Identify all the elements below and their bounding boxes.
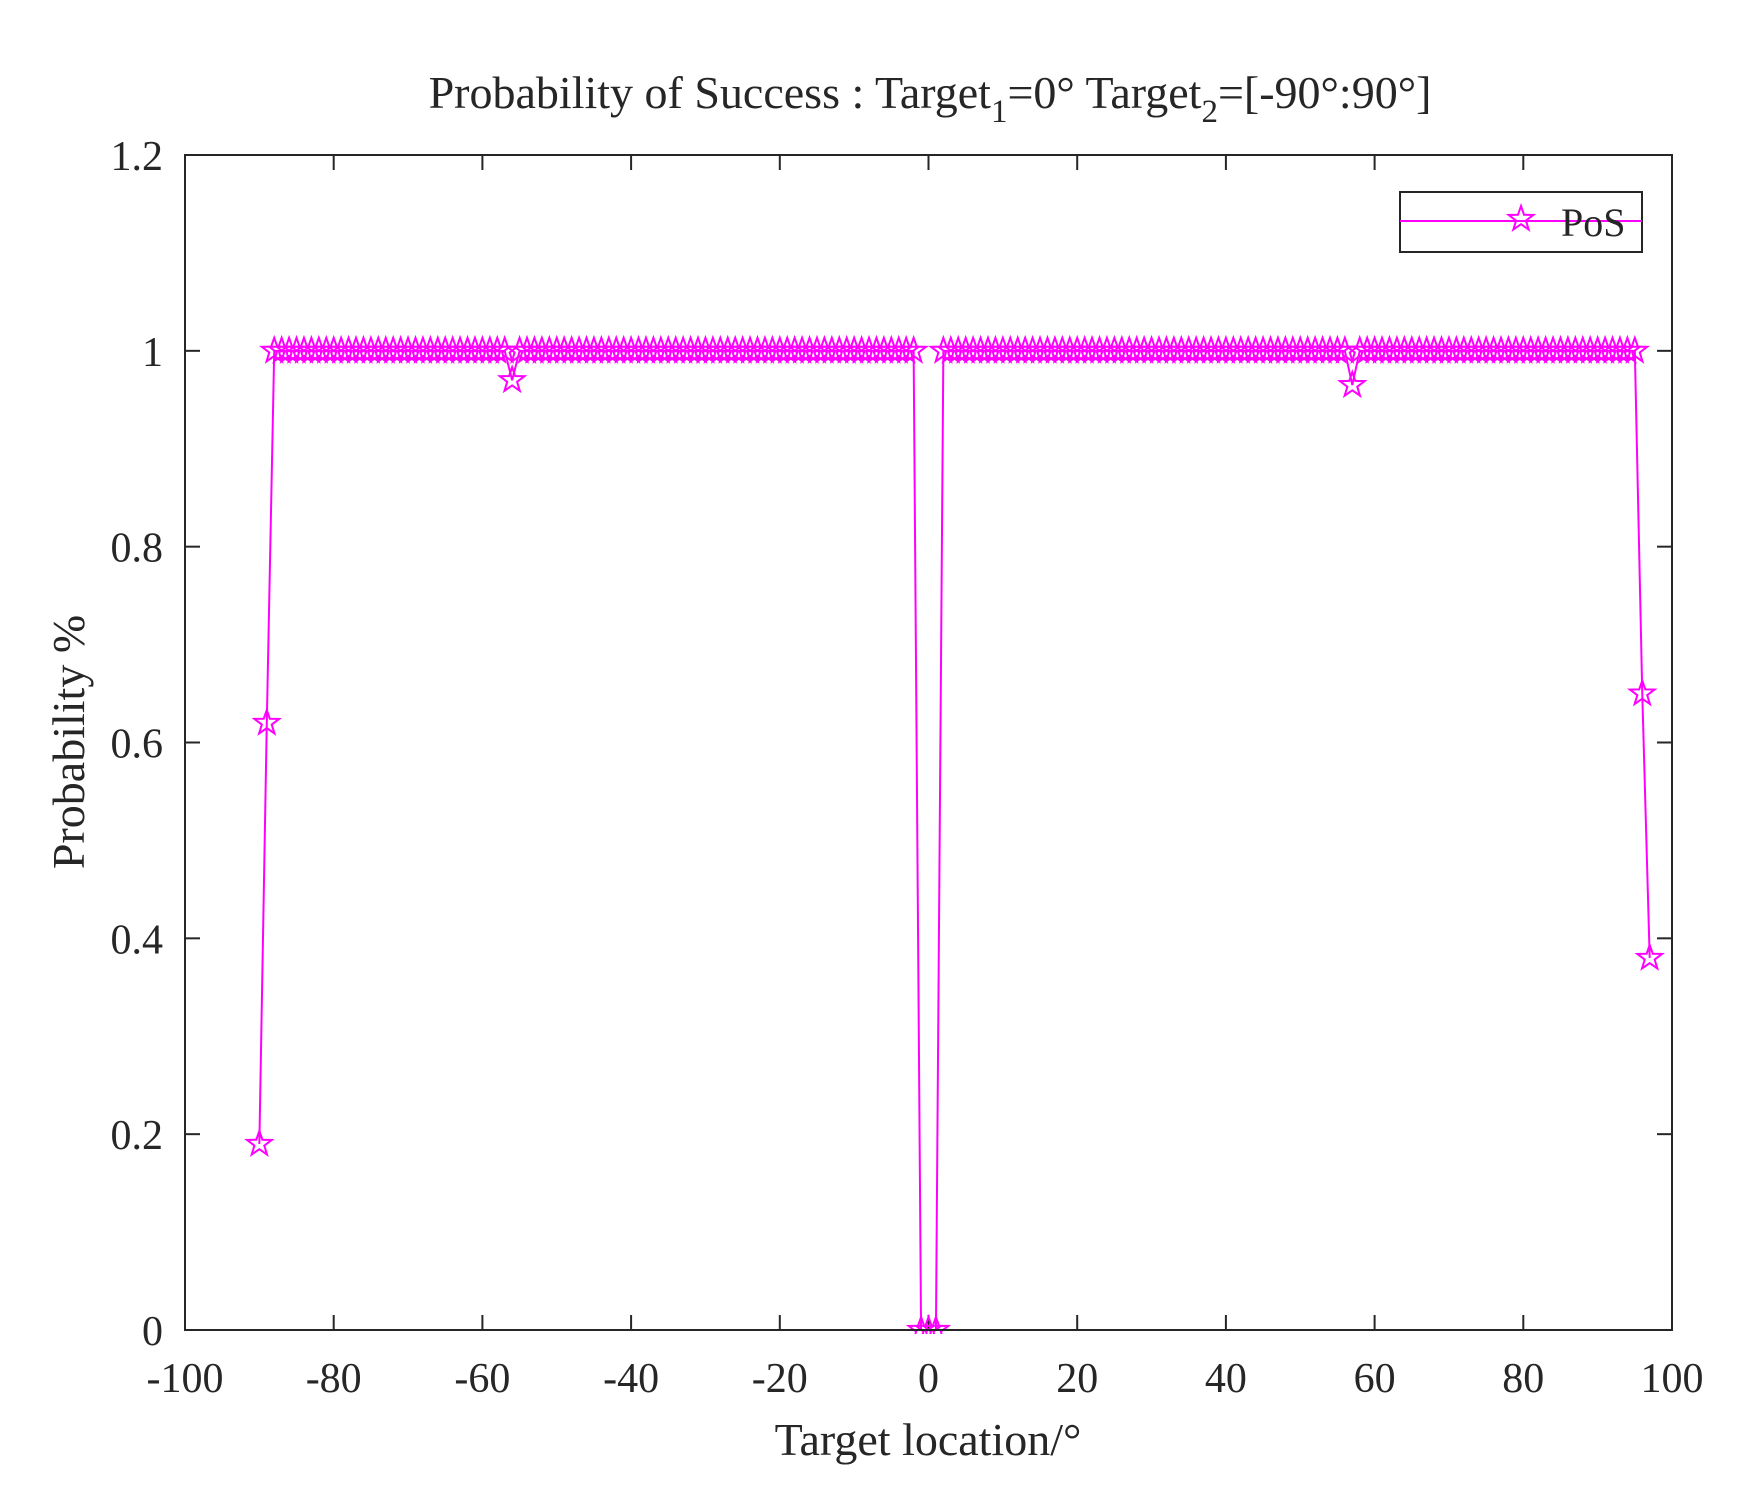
data-point-marker bbox=[251, 706, 283, 736]
legend: PoS bbox=[1399, 191, 1643, 253]
x-tick-label: 20 bbox=[1056, 1356, 1098, 1402]
data-point-marker bbox=[898, 334, 929, 364]
y-tick-label: 0.4 bbox=[111, 917, 164, 963]
data-point-marker bbox=[1627, 677, 1658, 707]
y-axis-label: Probability % bbox=[43, 615, 94, 869]
data-point-marker bbox=[1634, 941, 1665, 971]
chart-title: Probability of Success : Target1=0° Targ… bbox=[429, 67, 1432, 130]
legend-entry-pos: PoS bbox=[1561, 200, 1626, 245]
title-middle: =0° Target bbox=[1007, 67, 1201, 118]
title-subscript-2: 2 bbox=[1201, 94, 1218, 130]
x-tick-label: 100 bbox=[1641, 1356, 1704, 1402]
data-point-marker bbox=[1619, 334, 1651, 364]
data-point-marker bbox=[920, 1313, 952, 1334]
title-suffix: =[-90°:90°] bbox=[1218, 67, 1431, 118]
data-point-marker bbox=[496, 364, 528, 394]
y-tick-label: 0.6 bbox=[111, 722, 164, 768]
x-tick-label: -100 bbox=[147, 1356, 224, 1402]
x-tick-label: 80 bbox=[1502, 1356, 1544, 1402]
series-layer bbox=[244, 334, 1665, 1334]
x-tick-label: 60 bbox=[1354, 1356, 1396, 1402]
data-point-marker bbox=[1337, 369, 1368, 399]
axes-box bbox=[184, 154, 1673, 1331]
data-point-marker bbox=[244, 1127, 275, 1157]
title-prefix: Probability of Success : Target bbox=[429, 67, 992, 118]
tick-labels: -100 -80 -60 -40 -20 0 20 40 60 80 100 0 0.2 0.4 0.6 0.… bbox=[111, 134, 1704, 1402]
y-tick-label: 0 bbox=[142, 1309, 163, 1355]
data-point-marker bbox=[1612, 334, 1643, 364]
y-tick-label: 0.8 bbox=[111, 526, 164, 572]
x-tick-label: -20 bbox=[752, 1356, 808, 1402]
x-tick-label: 40 bbox=[1205, 1356, 1247, 1402]
legend-marker-star bbox=[1505, 202, 1537, 232]
y-tick-label: 1.2 bbox=[111, 134, 164, 180]
x-axis-label: Target location/° bbox=[775, 1414, 1082, 1465]
x-tick-label: -80 bbox=[306, 1356, 362, 1402]
legend-star-icon bbox=[1505, 202, 1537, 232]
data-point-marker bbox=[890, 334, 922, 364]
y-tick-label: 0.2 bbox=[111, 1113, 164, 1159]
x-tick-label: -60 bbox=[454, 1356, 510, 1402]
title-subscript-1: 1 bbox=[991, 94, 1008, 130]
data-point-marker bbox=[913, 1313, 944, 1334]
y-tick-label: 1 bbox=[142, 330, 163, 376]
x-tick-label: 0 bbox=[918, 1356, 939, 1402]
x-tick-label: -40 bbox=[603, 1356, 659, 1402]
